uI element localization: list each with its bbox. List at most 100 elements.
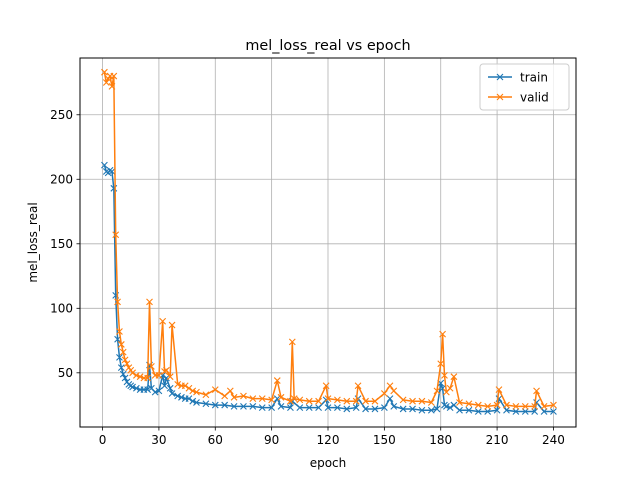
point-train-41: [258, 404, 266, 412]
point-valid-66: [427, 399, 435, 406]
point-train-69: [442, 402, 450, 410]
point-train-73: [465, 406, 473, 414]
point-valid-36: [211, 386, 219, 393]
point-valid-77: [484, 402, 492, 410]
point-train-76: [493, 406, 501, 414]
point-train-56: [362, 405, 369, 413]
point-valid-28: [168, 321, 176, 329]
point-valid-60: [380, 390, 388, 397]
point-train-59: [386, 395, 394, 403]
point-valid-4: [108, 82, 116, 90]
point-valid-47: [288, 338, 296, 346]
point-valid-76: [474, 401, 482, 409]
point-valid-12: [123, 360, 131, 368]
point-train-15: [129, 383, 136, 391]
point-valid-41: [249, 395, 257, 403]
point-valid-59: [371, 397, 379, 405]
point-train-10: [119, 370, 127, 378]
point-train-54: [352, 404, 360, 412]
point-train-80: [521, 408, 529, 415]
point-valid-67: [433, 387, 441, 395]
y-tick-label-2: 150: [50, 237, 73, 251]
point-valid-49: [296, 396, 304, 404]
x-axis-label: epoch: [310, 456, 347, 470]
y-tick-label-3: 200: [50, 173, 73, 187]
point-train-11: [121, 374, 129, 382]
point-valid-16: [132, 372, 140, 379]
point-valid-7: [114, 298, 121, 306]
point-train-79: [512, 408, 520, 415]
series-valid: [101, 68, 557, 410]
point-train-75: [484, 408, 492, 415]
point-valid-5: [110, 72, 118, 80]
point-valid-82: [521, 402, 529, 410]
point-train-19: [144, 386, 152, 393]
point-train-28: [168, 390, 176, 397]
point-train-9: [117, 364, 125, 372]
point-train-71: [450, 401, 458, 409]
point-valid-75: [465, 400, 473, 408]
point-valid-15: [129, 369, 136, 377]
point-valid-69: [439, 330, 446, 338]
point-valid-65: [418, 397, 426, 405]
point-train-49: [315, 404, 322, 412]
y-tick-label-4: 250: [50, 108, 73, 122]
point-valid-35: [202, 391, 210, 399]
point-train-0: [101, 161, 108, 169]
point-train-16: [132, 384, 140, 392]
point-train-37: [221, 401, 229, 409]
point-train-83: [540, 408, 548, 415]
series-layer: [101, 68, 557, 415]
point-train-62: [409, 405, 416, 413]
point-train-84: [550, 408, 557, 415]
point-valid-38: [226, 387, 234, 395]
point-train-47: [296, 404, 304, 412]
legend-marker-train: [496, 73, 504, 81]
point-valid-43: [268, 396, 276, 404]
point-valid-74: [456, 399, 463, 406]
point-valid-44: [273, 377, 281, 384]
point-valid-52: [322, 382, 330, 390]
point-train-36: [211, 401, 219, 409]
x-tick-label-2: 60: [208, 433, 223, 447]
point-train-29: [174, 392, 182, 400]
point-train-58: [380, 404, 388, 412]
point-valid-11: [121, 356, 129, 364]
point-valid-26: [163, 366, 170, 374]
point-train-78: [503, 406, 510, 414]
point-train-51: [324, 404, 332, 412]
point-valid-40: [240, 392, 247, 400]
point-valid-80: [503, 401, 510, 409]
x-tick-label-0: 0: [99, 433, 107, 447]
point-train-70: [446, 404, 454, 412]
point-train-40: [249, 402, 257, 410]
point-valid-55: [343, 397, 351, 405]
point-valid-50: [305, 397, 313, 405]
point-valid-46: [287, 397, 294, 405]
y-tick-label-1: 100: [50, 302, 73, 316]
point-train-22: [151, 388, 159, 396]
point-valid-81: [512, 402, 520, 410]
point-valid-62: [390, 387, 398, 395]
point-train-23: [155, 387, 163, 395]
point-valid-39: [230, 393, 238, 401]
point-valid-68: [437, 360, 445, 368]
point-valid-6: [112, 231, 120, 239]
point-train-72: [456, 406, 463, 414]
legend-label-valid: valid: [520, 90, 549, 104]
point-valid-78: [493, 401, 501, 409]
point-valid-79: [495, 386, 503, 393]
point-train-32: [185, 395, 193, 403]
point-valid-32: [185, 384, 193, 392]
point-valid-0: [101, 68, 108, 76]
point-train-45: [287, 404, 294, 412]
x-tick-label-5: 150: [373, 433, 396, 447]
point-train-4: [108, 168, 116, 175]
point-valid-51: [315, 397, 322, 405]
chart-title: mel_loss_real vs epoch: [245, 38, 410, 54]
y-tick-label-0: 50: [58, 366, 73, 380]
point-valid-31: [181, 382, 189, 390]
point-valid-9: [117, 341, 125, 348]
y-axis-label: mel_loss_real: [26, 202, 40, 282]
